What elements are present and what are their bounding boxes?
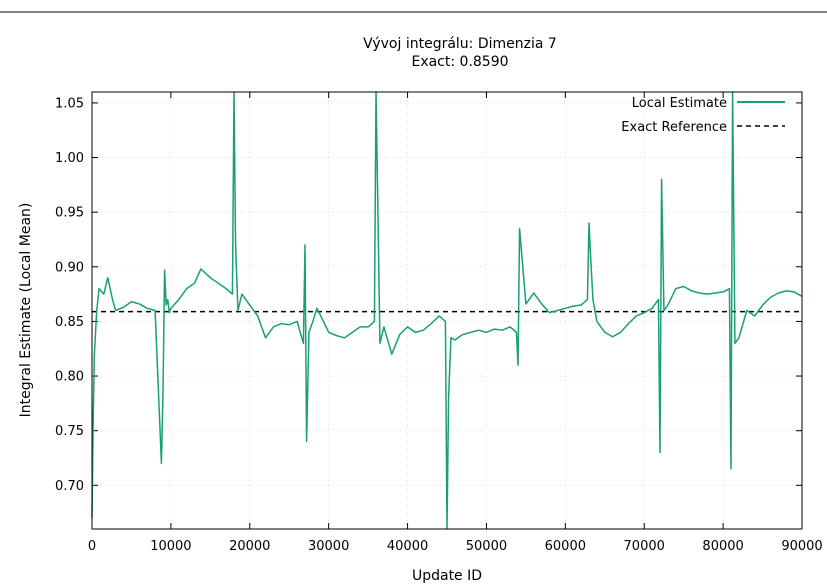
y-tick-label: 0.90 [55, 260, 84, 275]
legend: Local Estimate Exact Reference [621, 96, 785, 135]
y-tick-label: 1.00 [55, 151, 84, 166]
grid [92, 92, 802, 529]
plot-area [91, 91, 803, 530]
x-tick-label: 0 [88, 539, 96, 554]
x-tick-label: 10000 [150, 539, 191, 554]
y-axis-label: Integral Estimate (Local Mean) [18, 203, 34, 418]
y-tick-label: 0.75 [55, 424, 84, 439]
x-tick-label: 50000 [466, 539, 507, 554]
x-tick-label: 80000 [702, 539, 743, 554]
y-tick-label: 0.80 [55, 370, 84, 385]
y-tick-label: 0.95 [55, 206, 84, 221]
axis-ticks: 0 10000 20000 30000 40000 50000 60000 70000 8000… [55, 92, 823, 554]
x-tick-label: 30000 [308, 539, 349, 554]
y-tick-label: 1.05 [55, 96, 84, 111]
plot-frame [91, 91, 803, 530]
x-tick-label: 90000 [781, 539, 822, 554]
x-tick-label: 70000 [624, 539, 665, 554]
series-line-local-estimate [91, 91, 803, 530]
chart-subtitle: Exact: 0.8590 [411, 54, 508, 70]
y-tick-label: 0.70 [55, 479, 84, 494]
x-tick-label: 40000 [387, 539, 428, 554]
chart-title: Vývoj integrálu: Dimenzia 7 [363, 36, 557, 52]
y-tick-label: 0.85 [55, 315, 84, 330]
x-tick-label: 60000 [545, 539, 586, 554]
x-tick-label: 20000 [229, 539, 270, 554]
legend-label-local-estimate: Local Estimate [632, 96, 727, 111]
x-axis-label: Update ID [412, 568, 482, 584]
legend-label-exact-reference: Exact Reference [621, 120, 727, 135]
